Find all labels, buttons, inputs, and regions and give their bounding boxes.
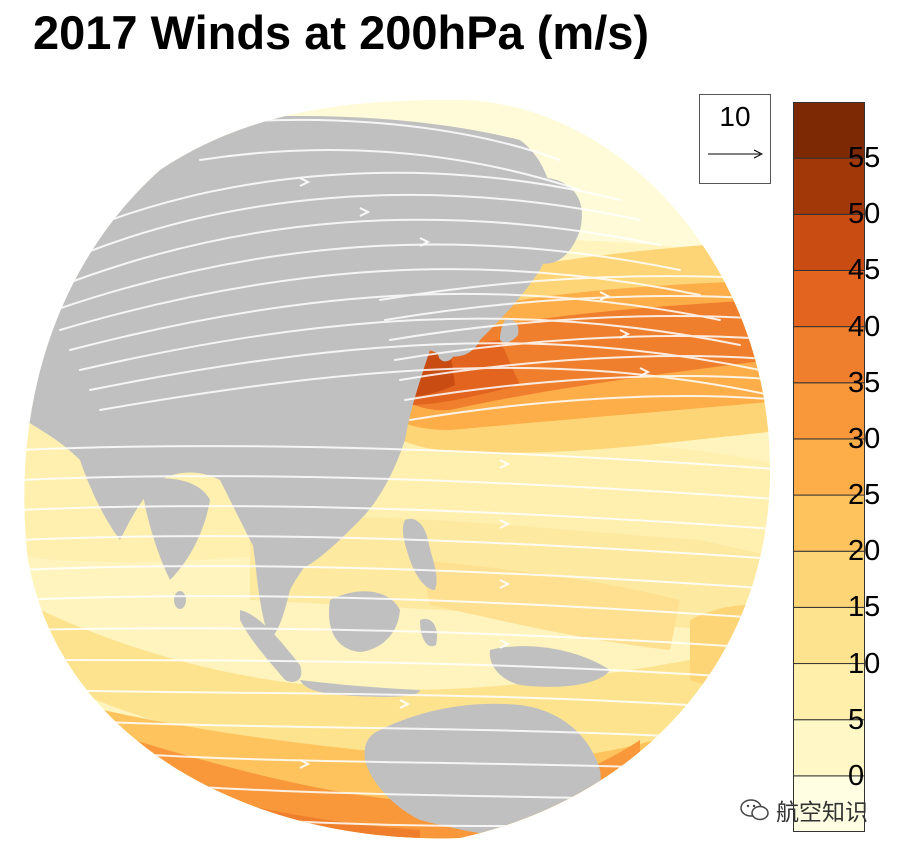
colorbar-swatch bbox=[793, 102, 865, 159]
watermark: 航空知识 bbox=[740, 793, 868, 827]
colorbar-outline bbox=[793, 102, 865, 832]
colorbar-swatch bbox=[793, 382, 865, 440]
colorbar-swatch bbox=[793, 719, 865, 777]
colorbar-tick-label: 20 bbox=[848, 535, 881, 568]
colorbar-swatch bbox=[793, 550, 865, 608]
colorbar-tick-label: 5 bbox=[848, 703, 865, 736]
colorbar-swatch bbox=[793, 157, 865, 215]
colorbar-tick-label: 35 bbox=[848, 366, 881, 399]
globe-fill bbox=[24, 100, 770, 839]
colorbar bbox=[793, 102, 865, 832]
colorbar-swatch bbox=[793, 494, 865, 552]
colorbar-tick-label: 55 bbox=[848, 142, 881, 175]
colorbar-tick-label: 0 bbox=[848, 759, 865, 792]
colorbar-tick-label: 50 bbox=[848, 198, 881, 231]
watermark-text: 航空知识 bbox=[776, 800, 868, 826]
colorbar-tick-label: 25 bbox=[848, 479, 881, 512]
colorbar-tick-label: 10 bbox=[848, 647, 881, 680]
colorbar-tick-label: 40 bbox=[848, 310, 881, 343]
colorbar-swatch bbox=[793, 269, 865, 328]
colorbar-tick-label: 45 bbox=[848, 254, 881, 287]
wechat-icon bbox=[740, 799, 769, 821]
reference-vector-box: 10 bbox=[699, 94, 771, 184]
colorbar-tick-label: 15 bbox=[848, 591, 881, 624]
reference-arrow-icon bbox=[708, 149, 764, 159]
colorbar-swatch bbox=[793, 606, 865, 665]
map-title: 2017 Winds at 200hPa (m/s) bbox=[33, 6, 650, 59]
colorbar-swatch bbox=[793, 213, 865, 271]
streamline-arrowheads bbox=[299, 177, 651, 769]
colorbar-swatch bbox=[793, 326, 865, 384]
colorbar-tick-label: 30 bbox=[848, 422, 881, 455]
colorbar-swatch bbox=[793, 663, 865, 721]
reference-vector-value: 10 bbox=[719, 101, 751, 132]
